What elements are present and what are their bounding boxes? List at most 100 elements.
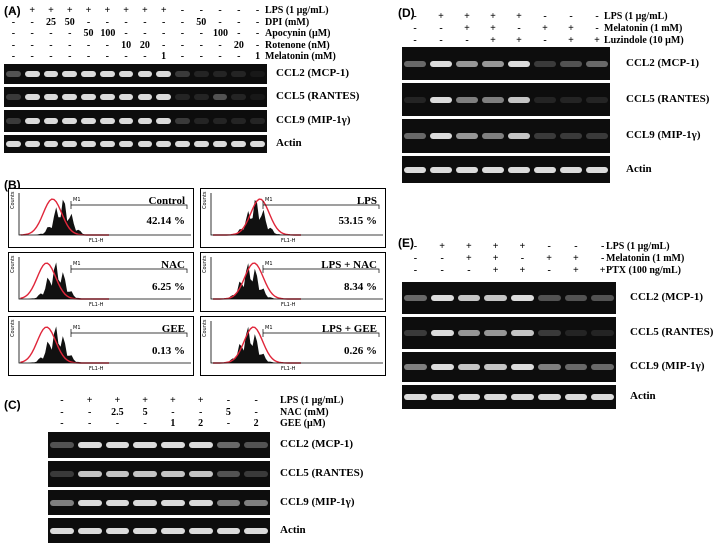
gel-band [137, 94, 153, 100]
gel-band [212, 71, 228, 77]
condition-sign: + [519, 265, 526, 276]
m1-gate [262, 265, 380, 273]
condition-sign: + [160, 5, 167, 16]
condition-sign: - [86, 39, 91, 51]
condition-sign: + [142, 395, 148, 406]
gel-band [482, 96, 504, 103]
gel-band [430, 295, 454, 301]
histogram-percent: 0.26 % [344, 345, 377, 357]
gel-band [50, 471, 74, 477]
gel-band [216, 442, 241, 448]
gel-band [404, 295, 427, 301]
gel-band [591, 330, 614, 336]
gel-band [118, 141, 134, 147]
gel-image [402, 83, 610, 116]
condition-label: LPS (1 µg/mL) [604, 11, 668, 22]
gel-band [77, 527, 102, 534]
gel-image [48, 518, 270, 543]
gel-band [244, 499, 268, 506]
x-axis-label: FL1-H [281, 366, 296, 372]
gel-band [137, 141, 153, 147]
x-axis-label: FL1-H [89, 302, 104, 308]
gel-band [24, 141, 40, 147]
gel-band [508, 60, 530, 67]
condition-sign: 2 [253, 418, 259, 429]
gel-band [133, 471, 157, 477]
gel-band [586, 166, 608, 173]
gel-band [231, 141, 247, 147]
gel-band [231, 118, 247, 124]
gel-image [402, 352, 616, 382]
condition-sign: - [86, 16, 91, 28]
gel-label: CCL5 (RANTES) [626, 92, 710, 105]
condition-sign: + [464, 11, 470, 22]
gate-label: M1 [265, 325, 273, 331]
gate-label: M1 [73, 325, 81, 331]
gel-band [484, 330, 507, 336]
gel-band [81, 118, 96, 124]
gel-band [50, 442, 74, 448]
gel-band [534, 133, 556, 139]
condition-sign: + [568, 23, 574, 34]
gel-band [193, 71, 209, 77]
histogram-percent: 6.25 % [152, 281, 185, 293]
y-axis-label: Counts [10, 255, 16, 273]
histogram-plot [210, 193, 383, 236]
gel-band [564, 394, 588, 400]
histogram-title: LPS + NAC [321, 259, 377, 271]
condition-sign: - [439, 35, 443, 46]
condition-sign: - [218, 16, 222, 28]
condition-sign: 10 [121, 39, 132, 51]
condition-sign: + [142, 5, 148, 16]
condition-sign: - [595, 11, 599, 22]
condition-sign: - [547, 265, 551, 276]
flow-histogram: LPS + NAC 8.34 % M1 FL1-H Counts [200, 252, 386, 312]
gel-band [511, 295, 534, 301]
gel-band [133, 442, 157, 448]
condition-label: PTX (100 ng/mL) [606, 265, 681, 276]
gel-band [156, 118, 172, 124]
condition-sign: - [11, 28, 16, 39]
gel-band [62, 141, 78, 147]
condition-sign: 5 [142, 406, 148, 418]
gel-band [6, 71, 21, 77]
condition-sign: + [542, 23, 548, 34]
gel-band [484, 364, 507, 370]
gel-band [250, 71, 265, 77]
gel-image [4, 110, 267, 132]
gel-band [188, 499, 213, 506]
gel-band [6, 118, 21, 124]
gel-band [430, 330, 454, 336]
condition-sign: - [413, 11, 417, 22]
condition-sign: - [198, 406, 203, 418]
condition-sign: - [124, 16, 128, 28]
x-axis-label: FL1-H [89, 238, 104, 244]
gel-image [48, 432, 270, 458]
condition-sign: 1 [255, 51, 261, 62]
gel-band [212, 94, 228, 100]
gel-band [99, 94, 115, 100]
m1-gate [70, 201, 188, 209]
condition-sign: - [465, 35, 469, 46]
gel-band [404, 60, 426, 67]
condition-label: LPS (1 µg/mL) [606, 241, 670, 252]
condition-sign: - [413, 241, 418, 252]
histogram-title: Control [148, 195, 185, 207]
condition-sign: - [439, 23, 443, 34]
gel-image [402, 282, 616, 314]
gate-label: M1 [265, 261, 273, 267]
gel-band [6, 141, 21, 147]
gel-band [482, 133, 504, 139]
gel-image [402, 156, 610, 183]
gel-band [250, 141, 265, 147]
gel-band [175, 94, 190, 100]
y-axis-label: Counts [202, 255, 208, 273]
condition-sign: + [29, 5, 36, 16]
x-axis-label: FL1-H [281, 302, 296, 308]
condition-sign: + [490, 23, 496, 34]
m1-gate [262, 201, 380, 209]
gate-label: M1 [265, 197, 273, 203]
gel-band [586, 96, 608, 103]
gel-band [430, 133, 452, 139]
gel-band [244, 527, 268, 534]
